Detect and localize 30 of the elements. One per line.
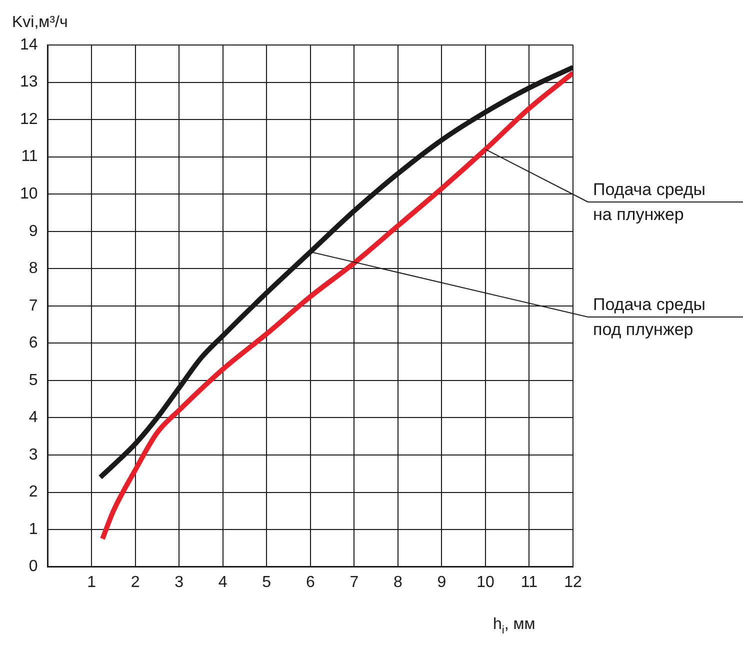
x-tick-label: 12	[564, 574, 582, 591]
text: Подача среды на плунжер	[593, 180, 706, 224]
y-tick-label: 7	[28, 297, 38, 314]
y-axis-title: Kvi,м³/ч	[12, 14, 68, 31]
y-tick-label: 13	[20, 74, 38, 91]
y-tick-label: 4	[28, 409, 38, 426]
y-tick-label: 2	[28, 484, 38, 501]
x-tick-label: 8	[393, 574, 402, 591]
x-tick-label: 11	[520, 574, 538, 591]
x-tick-label: 9	[437, 574, 446, 591]
y-tick-label: 5	[28, 372, 38, 389]
x-tick-label: 1	[87, 574, 96, 591]
y-tick-label: 6	[28, 334, 38, 352]
y-tick-label: 8	[28, 260, 38, 278]
text: Подача среды под плунжер	[593, 295, 706, 339]
x-tick-label: 3	[174, 574, 184, 591]
x-tick-label: 6	[306, 574, 315, 591]
x-tick-label: 5	[262, 574, 272, 591]
x-tick-label: 7	[350, 574, 359, 591]
y-tick-label: 14	[20, 36, 38, 54]
y-tick-label: 9	[28, 222, 38, 240]
y-tick-label: 1	[28, 520, 38, 538]
y-tick-label: 3	[28, 446, 38, 464]
y-tick-label: 10	[20, 185, 38, 202]
y-tick-label: 12	[20, 110, 38, 128]
y-tick-label: 0	[28, 558, 38, 576]
y-tick-label: 11	[21, 148, 38, 166]
x-tick-label: 2	[130, 574, 140, 591]
x-tick-label: 10	[476, 574, 494, 591]
x-tick-label: 4	[218, 574, 228, 591]
